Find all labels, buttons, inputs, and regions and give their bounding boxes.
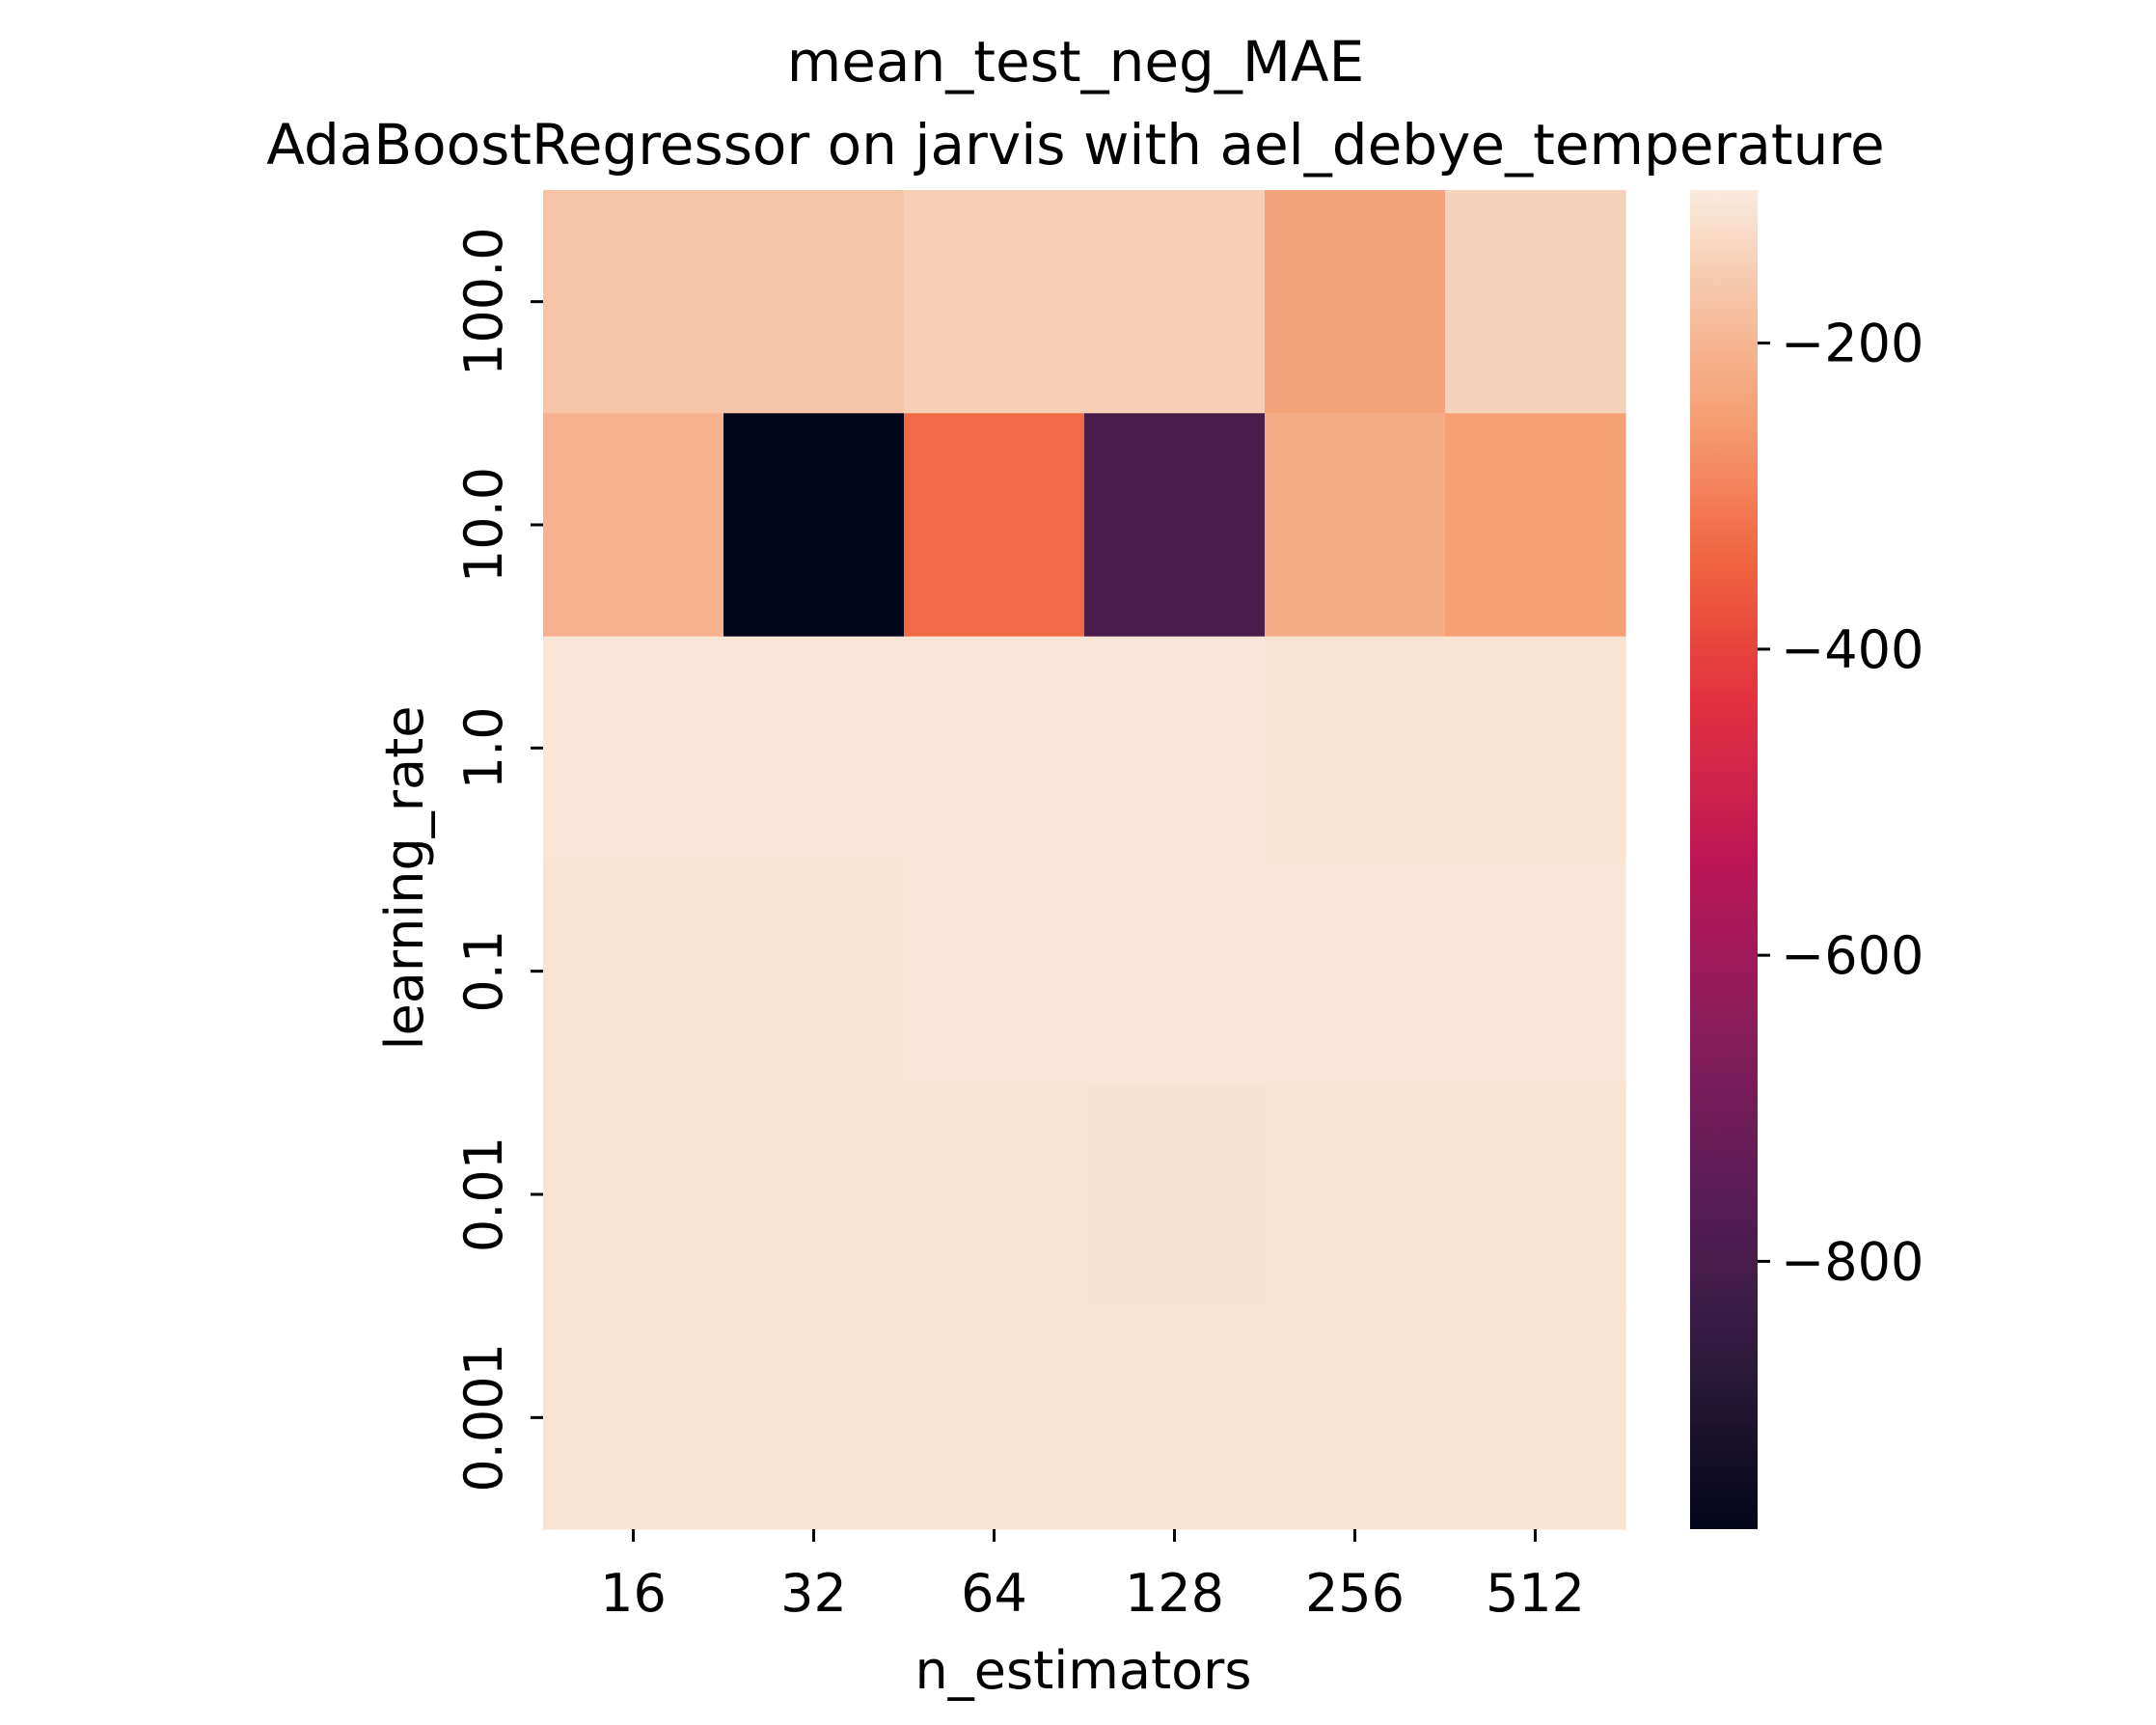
- x-tick-label: 32: [780, 1563, 847, 1624]
- heatmap-cell: [723, 190, 905, 414]
- x-tick-label: 128: [1125, 1563, 1224, 1624]
- y-tick-label: 1.0: [453, 706, 514, 789]
- heatmap-cell: [904, 860, 1085, 1083]
- heatmap-cell: [1265, 190, 1446, 414]
- heatmap-cell: [1084, 1082, 1266, 1307]
- colorbar: −200 −400 −600 −800: [1690, 190, 1924, 1529]
- heatmap-cell: [543, 636, 724, 861]
- y-tick-label: 0.1: [453, 930, 514, 1013]
- colorbar-tick-label: −600: [1781, 925, 1924, 986]
- y-axis-label: learning_rate: [374, 706, 435, 1051]
- colorbar-tick-label: −800: [1781, 1231, 1924, 1292]
- heatmap-cell: [1265, 636, 1446, 861]
- colorbar-ticks: −200 −400 −600 −800: [1758, 314, 1924, 1292]
- heatmap-cell: [1265, 1082, 1446, 1307]
- heatmap-cell: [543, 413, 724, 638]
- heatmap-cell: [723, 860, 905, 1083]
- heatmap-cell: [723, 413, 905, 638]
- heatmap-cell: [543, 1305, 724, 1530]
- x-tick-label: 64: [961, 1563, 1027, 1624]
- heatmap-cell: [1084, 190, 1266, 414]
- x-axis: 16 32 64 128 256 512: [600, 1529, 1585, 1624]
- y-tick-label: 100.0: [453, 227, 514, 376]
- heatmap-cell: [1445, 190, 1626, 414]
- heatmap-cell: [904, 190, 1085, 414]
- x-tick-label: 512: [1486, 1563, 1585, 1624]
- x-tick-label: 256: [1305, 1563, 1405, 1624]
- heatmap-cell: [1084, 413, 1266, 638]
- y-tick-label: 10.0: [453, 467, 514, 583]
- heatmap-cell: [1084, 636, 1266, 861]
- heatmap-cell: [904, 1305, 1085, 1530]
- heatmap-cell: [1265, 860, 1446, 1083]
- heatmap-cell: [1445, 860, 1626, 1083]
- heatmap-cell: [1084, 1305, 1266, 1530]
- heatmap-cell: [904, 413, 1085, 638]
- heatmap-cell: [1445, 1082, 1626, 1307]
- x-axis-label: n_estimators: [915, 1640, 1252, 1701]
- heatmap-cell: [1084, 860, 1266, 1083]
- heatmap-cell: [723, 1305, 905, 1530]
- heatmap-cell: [723, 1082, 905, 1307]
- y-tick-label: 0.001: [453, 1343, 514, 1492]
- heatmap-cells: [543, 190, 1626, 1530]
- colorbar-tick-label: −400: [1781, 619, 1924, 680]
- heatmap-cell: [543, 1082, 724, 1307]
- chart-title: mean_test_neg_MAE: [787, 29, 1365, 95]
- heatmap-cell: [1265, 413, 1446, 638]
- y-tick-label: 0.01: [453, 1136, 514, 1252]
- heatmap-cell: [1445, 1305, 1626, 1530]
- chart-subtitle: AdaBoostRegressor on jarvis with ael_deb…: [266, 112, 1884, 178]
- heatmap-cell: [1445, 413, 1626, 638]
- heatmap-cell: [543, 190, 724, 414]
- heatmap-cell: [1265, 1305, 1446, 1530]
- colorbar-gradient: [1690, 190, 1758, 1529]
- x-tick-label: 16: [600, 1563, 667, 1624]
- heatmap-cell: [904, 636, 1085, 861]
- heatmap-cell: [1445, 636, 1626, 861]
- y-axis: 100.0 10.0 1.0 0.1 0.01 0.001: [453, 227, 543, 1492]
- heatmap-cell: [723, 636, 905, 861]
- colorbar-tick-label: −200: [1781, 314, 1924, 374]
- heatmap-cell: [904, 1082, 1085, 1307]
- heatmap-cell: [543, 860, 724, 1083]
